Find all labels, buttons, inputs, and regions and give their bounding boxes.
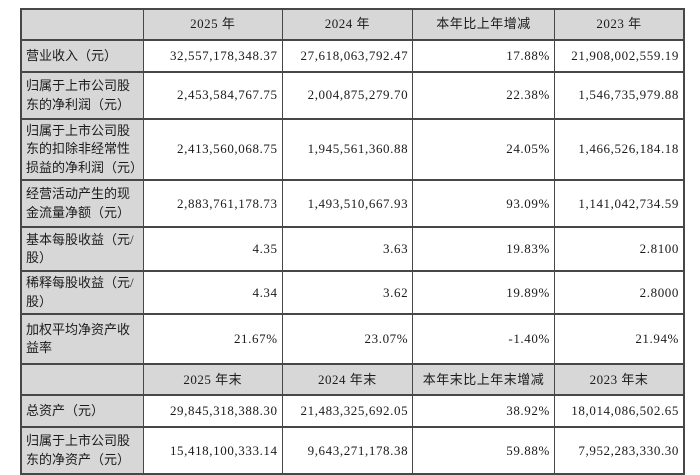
weighted-avg-roe-2023: 21.94% [553, 313, 685, 366]
operating-cash-flow-change: 93.09% [412, 179, 555, 229]
net-profit-label: 归属于上市公司股东的净利润（元） [20, 71, 144, 120]
period-header-row: 2025 年 2024 年 本年比上年增减 2023 年 [20, 8, 685, 41]
deducted-net-profit-change: 24.05% [412, 117, 555, 182]
net-profit-2023: 1,546,735,979.88 [553, 71, 685, 120]
row-net-profit: 归属于上市公司股东的净利润（元） 2,453,584,767.75 2,004,… [20, 71, 685, 120]
diluted-eps-change: 19.89% [412, 270, 555, 316]
eop-header-2024: 2024 年末 [281, 363, 414, 397]
eop-header-2025: 2025 年末 [142, 363, 283, 397]
operating-cash-flow-2025: 2,883,761,178.73 [142, 179, 283, 229]
key-financials-table: 2025 年 2024 年 本年比上年增减 2023 年 营业收入（元） 32,… [20, 8, 685, 475]
diluted-eps-label: 稀释每股收益（元/股） [20, 270, 144, 316]
period-header-2025: 2025 年 [142, 8, 283, 41]
operating-cash-flow-label: 经营活动产生的现金流量净额（元） [20, 179, 144, 229]
eop-header-change: 本年末比上年末增减 [412, 363, 555, 397]
total-assets-label: 总资产（元） [20, 394, 144, 429]
basic-eps-2023: 2.8100 [553, 226, 685, 273]
basic-eps-label: 基本每股收益（元/股） [20, 226, 144, 273]
revenue-2025: 32,557,178,348.37 [142, 39, 283, 73]
diluted-eps-2024: 3.62 [281, 270, 414, 316]
total-assets-2024: 21,483,325,692.05 [281, 394, 414, 429]
net-assets-2025: 15,418,100,333.14 [142, 426, 283, 475]
row-net-assets: 归属于上市公司股东的净资产（元） 15,418,100,333.14 9,643… [20, 426, 685, 475]
basic-eps-2025: 4.35 [142, 226, 283, 273]
net-assets-2023: 7,952,283,330.30 [553, 426, 685, 475]
row-weighted-avg-roe: 加权平均净资产收益率 21.67% 23.07% -1.40% 21.94% [20, 313, 685, 366]
net-profit-2025: 2,453,584,767.75 [142, 71, 283, 120]
basic-eps-2024: 3.63 [281, 226, 414, 273]
deducted-net-profit-2023: 1,466,526,184.18 [553, 117, 685, 182]
basic-eps-change: 19.83% [412, 226, 555, 273]
diluted-eps-2023: 2.8000 [553, 270, 685, 316]
row-basic-eps: 基本每股收益（元/股） 4.35 3.63 19.83% 2.8100 [20, 226, 685, 273]
row-revenue: 营业收入（元） 32,557,178,348.37 27,618,063,792… [20, 39, 685, 73]
total-assets-change: 38.92% [412, 394, 555, 429]
revenue-change: 17.88% [412, 39, 555, 73]
revenue-2023: 21,908,002,559.19 [553, 39, 685, 73]
key-financials-table-wrap: 2025 年 2024 年 本年比上年增减 2023 年 营业收入（元） 32,… [20, 8, 685, 475]
period-header-2023: 2023 年 [553, 8, 685, 41]
total-assets-2025: 29,845,318,388.30 [142, 394, 283, 429]
eop-header-row: 2025 年末 2024 年末 本年末比上年末增减 2023 年末 [20, 363, 685, 397]
net-assets-label: 归属于上市公司股东的净资产（元） [20, 426, 144, 475]
total-assets-2023: 18,014,086,502.65 [553, 394, 685, 429]
weighted-avg-roe-label: 加权平均净资产收益率 [20, 313, 144, 366]
eop-header-2023: 2023 年末 [553, 363, 685, 397]
net-profit-2024: 2,004,875,279.70 [281, 71, 414, 120]
revenue-2024: 27,618,063,792.47 [281, 39, 414, 73]
revenue-label: 营业收入（元） [20, 39, 144, 73]
net-profit-change: 22.38% [412, 71, 555, 120]
weighted-avg-roe-change: -1.40% [412, 313, 555, 366]
operating-cash-flow-2024: 1,493,510,667.93 [281, 179, 414, 229]
net-assets-change: 59.88% [412, 426, 555, 475]
operating-cash-flow-2023: 1,141,042,734.59 [553, 179, 685, 229]
weighted-avg-roe-2025: 21.67% [142, 313, 283, 366]
period-header-blank [20, 8, 144, 41]
period-header-change: 本年比上年增减 [412, 8, 555, 41]
period-header-2024: 2024 年 [281, 8, 414, 41]
row-diluted-eps: 稀释每股收益（元/股） 4.34 3.62 19.89% 2.8000 [20, 270, 685, 316]
row-operating-cash-flow: 经营活动产生的现金流量净额（元） 2,883,761,178.73 1,493,… [20, 179, 685, 229]
deducted-net-profit-2024: 1,945,561,360.88 [281, 117, 414, 182]
deducted-net-profit-2025: 2,413,560,068.75 [142, 117, 283, 182]
weighted-avg-roe-2024: 23.07% [281, 313, 414, 366]
net-assets-2024: 9,643,271,178.38 [281, 426, 414, 475]
deducted-net-profit-label: 归属于上市公司股东的扣除非经常性损益的净利润（元） [20, 117, 144, 182]
row-total-assets: 总资产（元） 29,845,318,388.30 21,483,325,692.… [20, 394, 685, 429]
eop-header-blank [20, 363, 144, 397]
diluted-eps-2025: 4.34 [142, 270, 283, 316]
row-deducted-net-profit: 归属于上市公司股东的扣除非经常性损益的净利润（元） 2,413,560,068.… [20, 117, 685, 182]
